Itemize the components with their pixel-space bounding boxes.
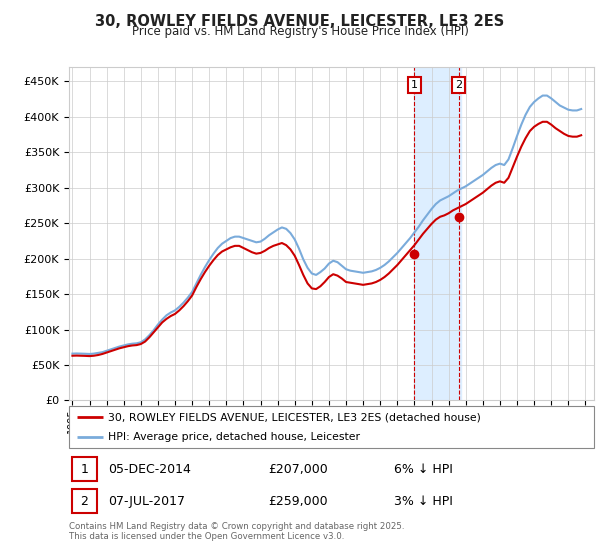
Text: 30, ROWLEY FIELDS AVENUE, LEICESTER, LE3 2ES (detached house): 30, ROWLEY FIELDS AVENUE, LEICESTER, LE3… — [109, 412, 481, 422]
Text: Contains HM Land Registry data © Crown copyright and database right 2025.
This d: Contains HM Land Registry data © Crown c… — [69, 522, 404, 542]
Text: 07-JUL-2017: 07-JUL-2017 — [109, 494, 185, 508]
Text: 2: 2 — [80, 494, 88, 508]
Text: 2: 2 — [455, 80, 462, 90]
Text: 3% ↓ HPI: 3% ↓ HPI — [395, 494, 454, 508]
Text: 05-DEC-2014: 05-DEC-2014 — [109, 463, 191, 475]
Text: Price paid vs. HM Land Registry's House Price Index (HPI): Price paid vs. HM Land Registry's House … — [131, 25, 469, 38]
Bar — [415, 67, 461, 400]
Text: 30, ROWLEY FIELDS AVENUE, LEICESTER, LE3 2ES: 30, ROWLEY FIELDS AVENUE, LEICESTER, LE3… — [95, 14, 505, 29]
Text: 6% ↓ HPI: 6% ↓ HPI — [395, 463, 454, 475]
Text: 1: 1 — [80, 463, 88, 475]
Text: 1: 1 — [411, 80, 418, 90]
FancyBboxPatch shape — [71, 489, 97, 514]
Text: HPI: Average price, detached house, Leicester: HPI: Average price, detached house, Leic… — [109, 432, 361, 442]
FancyBboxPatch shape — [71, 457, 97, 481]
Text: £207,000: £207,000 — [269, 463, 328, 475]
Text: £259,000: £259,000 — [269, 494, 328, 508]
FancyBboxPatch shape — [69, 406, 594, 448]
